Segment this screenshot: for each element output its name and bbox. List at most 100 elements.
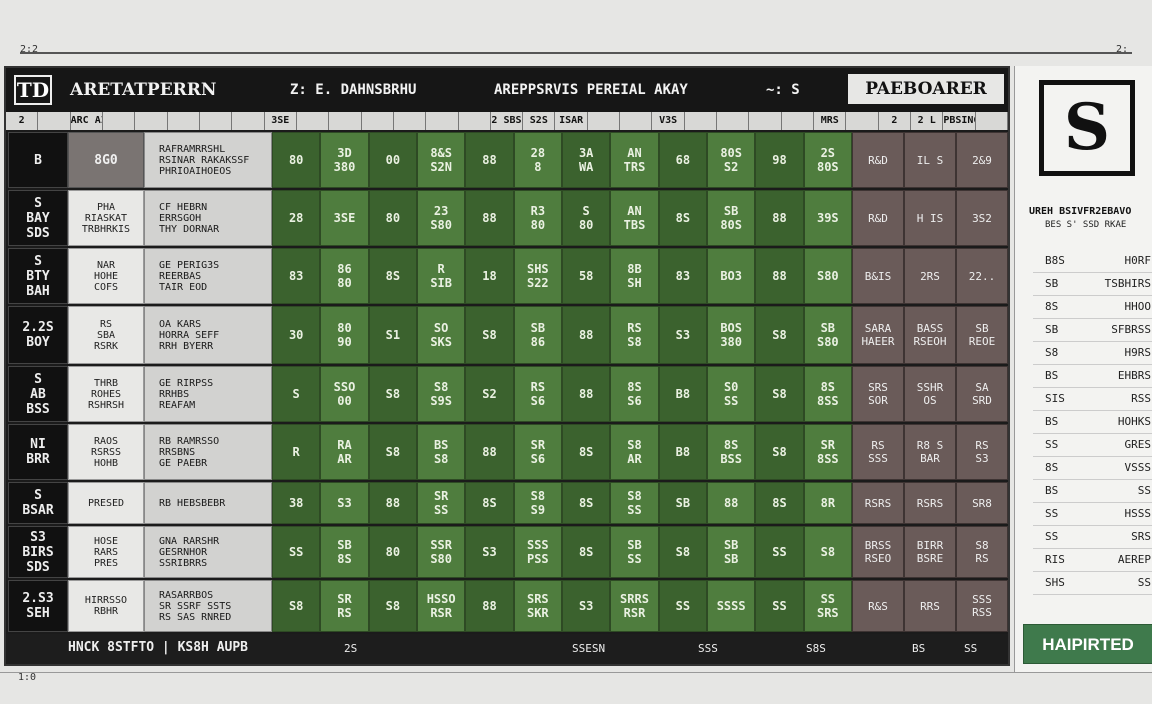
stat-cell: 8R xyxy=(803,482,852,524)
stat-cell: 8S BSS xyxy=(707,424,756,480)
stat-cell: SS xyxy=(755,526,804,578)
extra-stat-cell: B&IS xyxy=(852,248,904,304)
table-row[interactable]: 2.2S BOY RS SBA RSRK OA KARS HORRA SEFF RR… xyxy=(6,306,1008,364)
stat-cell: S 80 xyxy=(562,190,611,246)
table-row[interactable]: S BAY SDS PHA RIASKAT TRBHRKIS CF HEBRN ER… xyxy=(6,190,1008,246)
panel-list-item[interactable]: BS HOHKS xyxy=(1033,411,1152,434)
stat-cell: BO3 xyxy=(707,248,756,304)
action-button[interactable]: HAIPIRTED xyxy=(1023,624,1152,664)
panel-list-item[interactable]: SS GRES xyxy=(1033,434,1152,457)
panel-list-item[interactable]: SS HSSS xyxy=(1033,503,1152,526)
description-cell: GE PERIG3S REERBAS TAIR EOD xyxy=(144,248,272,304)
stat-cell: SS SRS xyxy=(803,580,852,632)
board-header: TD ARETATPERRN Z: E. DAHNSBRHU AREPPSRVI… xyxy=(6,68,1008,112)
column-header: ARC AI STIRT xyxy=(71,112,103,130)
extra-stat-cell: RS S3 xyxy=(956,424,1008,480)
panel-list-item[interactable]: 8S VSSS xyxy=(1033,457,1152,480)
panel-item-value: HSSS xyxy=(1124,507,1152,520)
extra-stat-cell: R8 S BAR xyxy=(904,424,956,480)
panel-list-item[interactable]: SB TSBHIRS xyxy=(1033,273,1152,296)
table-row[interactable]: S AB BSS THRB ROHES RSHRSH GE RIRPSS RRHBS… xyxy=(6,366,1008,422)
stat-cell: RS S6 xyxy=(513,366,562,422)
extra-stat-cell: R&S xyxy=(852,580,904,632)
panel-list-item[interactable]: SHS SS xyxy=(1033,572,1152,595)
stat-cell: BS S8 xyxy=(417,424,466,480)
extra-stat-cell: RSRS xyxy=(904,482,956,524)
stat-cell: 80 xyxy=(272,132,321,188)
panel-item-value: H9RS xyxy=(1124,346,1152,359)
stat-cell: S8 xyxy=(368,424,417,480)
stat-cell: R3 80 xyxy=(513,190,562,246)
stat-cell: R SIB xyxy=(417,248,466,304)
stat-cell: SB 8S xyxy=(320,526,369,578)
extra-stat-cell: R&D xyxy=(852,190,904,246)
panel-list-item[interactable]: 8S HHOO xyxy=(1033,296,1152,319)
panel-item-code: BS xyxy=(1045,415,1059,428)
panel-item-code: SHS xyxy=(1045,576,1065,589)
extra-stat-cell: SA SRD xyxy=(956,366,1008,422)
panel-item-value: SS xyxy=(1137,576,1151,589)
rank-cell: S BSAR xyxy=(8,482,68,524)
leaderboard: TD ARETATPERRN Z: E. DAHNSBRHU AREPPSRVI… xyxy=(4,66,1010,666)
stat-cell: SR 8SS xyxy=(803,424,852,480)
table-row[interactable]: 2.S3 SEH HIRRSSO RBHR RASARRBOS SR SSRF SS… xyxy=(6,580,1008,632)
logo-icon: TD xyxy=(14,75,52,105)
table-row[interactable]: NI BRR RAOS RSRSS HOHB RB RAMRSSO RRSBNS G… xyxy=(6,424,1008,480)
column-header xyxy=(588,112,621,130)
table-row[interactable]: B 8G0 RAFRAMRRSHL RSINAR RAKAKSSF PHRIOAIH… xyxy=(6,132,1008,188)
stat-cell: S8 xyxy=(755,306,804,364)
panel-item-code: 8S xyxy=(1045,461,1059,474)
panel-list-item[interactable]: SS SRS xyxy=(1033,526,1152,549)
panel-list-item[interactable]: BS SS xyxy=(1033,480,1152,503)
panel-item-value: SS xyxy=(1137,484,1151,497)
description-cell: CF HEBRN ERRSGOH THY DORNAR xyxy=(144,190,272,246)
stat-cell: SSR S80 xyxy=(417,526,466,578)
stat-cell: 8S xyxy=(368,248,417,304)
table-row[interactable]: S BSAR PRESED RB HEBSBEBR 38 S3 88 SR SS 8S S8 S… xyxy=(6,482,1008,524)
stat-cell: S8 xyxy=(658,526,707,578)
team-cell: NAR HOHE COFS xyxy=(68,248,144,304)
panel-list-item[interactable]: B8S H0RF xyxy=(1033,250,1152,273)
stat-cell: 8S S6 xyxy=(610,366,659,422)
panel-list-item[interactable]: RIS AEREP xyxy=(1033,549,1152,572)
column-header xyxy=(620,112,653,130)
stat-cell: 58 xyxy=(562,248,611,304)
stat-cell: S8 S9 xyxy=(513,482,562,524)
description-cell: RB HEBSBEBR xyxy=(144,482,272,524)
column-header xyxy=(976,112,1008,130)
stat-cell: RA AR xyxy=(320,424,369,480)
table-row[interactable]: S3 BIRS SDS HOSE RARS PRES GNA RARSHR GESR… xyxy=(6,526,1008,578)
stat-cell: S2 xyxy=(465,366,514,422)
extra-stat-cell: R&D xyxy=(852,132,904,188)
stat-cell: SR RS xyxy=(320,580,369,632)
stat-cell: S3 xyxy=(562,580,611,632)
stat-cell: S3 xyxy=(465,526,514,578)
shield-logo-icon: S xyxy=(1039,80,1135,176)
team-cell: HIRRSSO RBHR xyxy=(68,580,144,632)
panel-list-item[interactable]: S8 H9RS xyxy=(1033,342,1152,365)
extra-stat-cell: 2RS xyxy=(904,248,956,304)
stat-cell: SR S6 xyxy=(513,424,562,480)
rank-cell: S3 BIRS SDS xyxy=(8,526,68,578)
stat-cell: S0 SS xyxy=(707,366,756,422)
stat-cell: 28 xyxy=(272,190,321,246)
panel-list-item[interactable]: SIS RSS xyxy=(1033,388,1152,411)
panel-list-item[interactable]: BS EHBRS xyxy=(1033,365,1152,388)
stat-cell: SB SB xyxy=(707,526,756,578)
column-header: PBSINGS xyxy=(943,112,976,130)
stat-cell: S8 xyxy=(272,580,321,632)
stat-cell: SB 80S xyxy=(707,190,756,246)
panel-list-item[interactable]: SB SFBRSS xyxy=(1033,319,1152,342)
footer-mark: SSS xyxy=(698,642,718,655)
description-cell: GNA RARSHR GESRNHOR SSRIBRRS xyxy=(144,526,272,578)
table-row[interactable]: S BTY BAH NAR HOHE COFS GE PERIG3S REERBAS… xyxy=(6,248,1008,304)
column-header xyxy=(329,112,362,130)
footer-mark: 2S xyxy=(344,642,358,655)
team-cell: PHA RIASKAT TRBHRKIS xyxy=(68,190,144,246)
stat-cell: 8S xyxy=(658,190,707,246)
footer-mark: S8S xyxy=(806,642,826,655)
stat-cell: 8S xyxy=(562,424,611,480)
column-header xyxy=(426,112,459,130)
stat-cell: S8 xyxy=(755,424,804,480)
